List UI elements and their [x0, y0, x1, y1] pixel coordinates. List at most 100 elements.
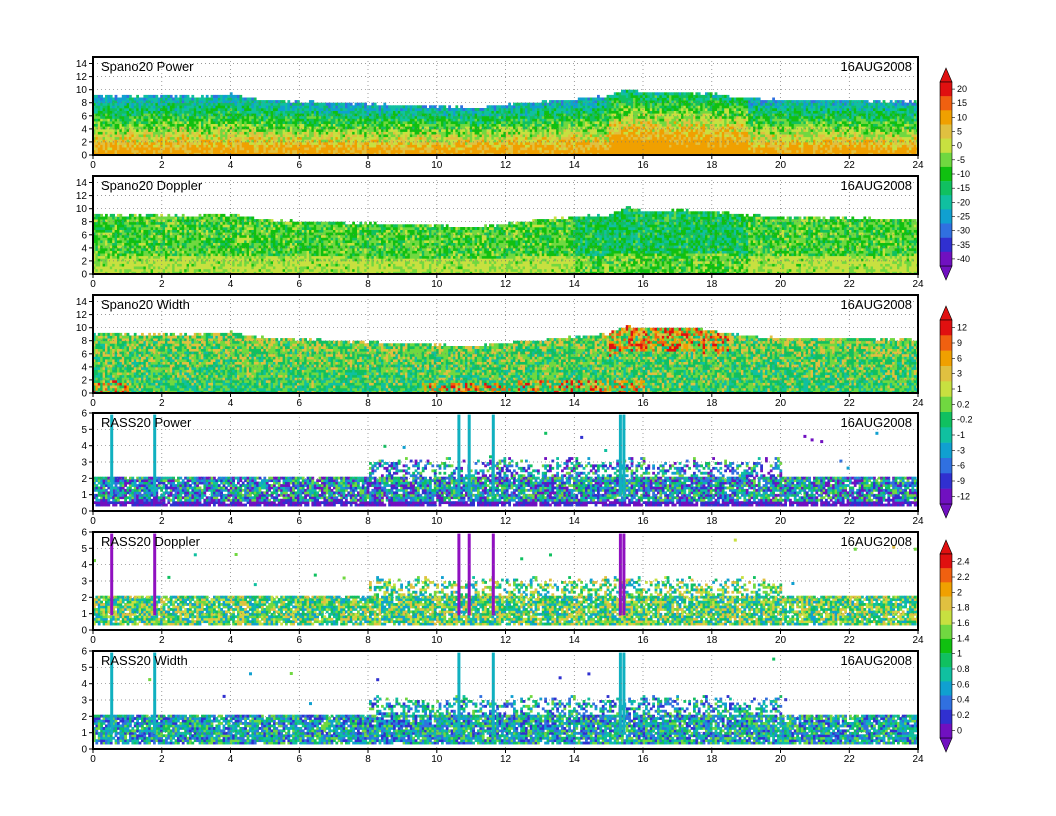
colorbar-swatch [940, 181, 952, 196]
colorbar-2: 12 9 6 3 1 0.2 -0.2 -1 -3 -6 -9 -12 [939, 305, 973, 519]
y-tick-label: 4 [81, 243, 87, 254]
colorbar-label: 0 [957, 725, 962, 735]
y-tick-label: 2 [81, 474, 87, 485]
x-tick-label: 2 [159, 279, 165, 290]
x-tick-label: 10 [431, 635, 443, 646]
y-tick-label: 1 [81, 490, 87, 501]
colorbar-swatch [940, 554, 952, 569]
x-tick-label: 20 [775, 160, 787, 171]
x-tick-label: 20 [775, 635, 787, 646]
colorbar-swatch [940, 166, 952, 182]
colorbar-swatch [940, 458, 952, 474]
y-tick-label: 14 [76, 297, 88, 308]
colorbar-label: 0.6 [957, 679, 970, 689]
y-tick-label: 5 [81, 425, 87, 436]
colorbar-label: 2 [957, 587, 962, 597]
x-tick-label: 24 [912, 279, 924, 290]
x-tick-label: 12 [500, 635, 512, 646]
x-tick-label: 10 [431, 279, 443, 290]
x-tick-label: 24 [912, 160, 924, 171]
grid [93, 176, 918, 274]
colorbar-label: 1 [957, 649, 962, 659]
panel-title: Spano20 Width [101, 297, 190, 312]
x-tick-label: 10 [431, 754, 443, 765]
colorbar-label: 1 [957, 384, 962, 394]
spike [110, 414, 114, 497]
colorbar-swatch [940, 335, 952, 351]
x-tick-label: 0 [90, 754, 96, 765]
x-tick-label: 2 [159, 398, 165, 409]
x-tick-label: 10 [431, 398, 443, 409]
colorbar-swatch [940, 251, 952, 267]
x-tick-label: 20 [775, 516, 787, 527]
spike [622, 414, 626, 497]
y-tick-label: 1 [81, 609, 87, 620]
y-tick-label: 14 [76, 178, 88, 189]
colorbar-swatch [940, 82, 952, 97]
x-tick-label: 12 [500, 160, 512, 171]
x-tick-label: 20 [775, 754, 787, 765]
spike [622, 533, 626, 616]
y-tick-label: 3 [81, 458, 87, 469]
colorbar-label: 2.4 [957, 557, 970, 567]
colorbar-label: -6 [957, 461, 965, 471]
colorbar-swatch [940, 110, 952, 125]
panel-date: 16AUG2008 [840, 297, 912, 312]
colorbar-swatch [940, 653, 952, 668]
x-tick-label: 8 [365, 516, 371, 527]
colorbar-swatch [940, 723, 952, 739]
colorbar-label: 1.8 [957, 603, 970, 613]
x-tick-label: 14 [569, 516, 581, 527]
x-tick-label: 10 [431, 160, 443, 171]
x-tick-label: 12 [500, 754, 512, 765]
spike [457, 414, 461, 497]
x-tick-label: 8 [365, 754, 371, 765]
panel-date: 16AUG2008 [840, 653, 912, 668]
spike [110, 533, 114, 616]
x-tick-label: 6 [297, 635, 303, 646]
y-tick-label: 0 [81, 151, 87, 162]
y-tick-label: 0 [81, 507, 87, 518]
spike [618, 414, 622, 497]
x-tick-label: 12 [500, 516, 512, 527]
y-tick-label: 2 [81, 375, 87, 386]
colorbar-swatch [940, 709, 952, 725]
colorbar-swatch [940, 610, 952, 626]
colorbar-label: -35 [957, 240, 970, 250]
y-tick-label: 12 [76, 191, 88, 202]
x-tick-label: 14 [569, 754, 581, 765]
grid [93, 57, 918, 155]
colorbar-swatch [940, 568, 952, 583]
y-tick-label: 6 [81, 409, 87, 420]
grid [93, 651, 918, 749]
colorbar-swatch [940, 624, 952, 640]
panel-title: Spano20 Power [101, 59, 194, 74]
x-tick-label: 24 [912, 635, 924, 646]
x-tick-label: 6 [297, 754, 303, 765]
x-tick-label: 6 [297, 516, 303, 527]
colorbar-swatch [940, 223, 952, 238]
x-tick-label: 4 [228, 516, 234, 527]
x-tick-label: 0 [90, 279, 96, 290]
x-tick-label: 12 [500, 279, 512, 290]
y-tick-label: 8 [81, 98, 87, 109]
colorbar-label: 12 [957, 323, 967, 333]
heatmap-cells [93, 652, 919, 745]
x-tick-label: 4 [228, 754, 234, 765]
x-tick-label: 0 [90, 516, 96, 527]
x-tick-label: 12 [500, 398, 512, 409]
x-tick-label: 2 [159, 635, 165, 646]
colorbar-label: 9 [957, 338, 962, 348]
x-tick-label: 16 [637, 160, 649, 171]
x-tick-label: 18 [706, 635, 718, 646]
colorbar-swatch [940, 427, 952, 443]
y-tick-label: 6 [81, 111, 87, 122]
colorbar-label: 15 [957, 98, 967, 108]
x-tick-label: 6 [297, 279, 303, 290]
colorbar-label: 10 [957, 112, 967, 122]
y-tick-label: 6 [81, 528, 87, 539]
x-tick-label: 24 [912, 516, 924, 527]
colorbar-label: -12 [957, 491, 970, 501]
